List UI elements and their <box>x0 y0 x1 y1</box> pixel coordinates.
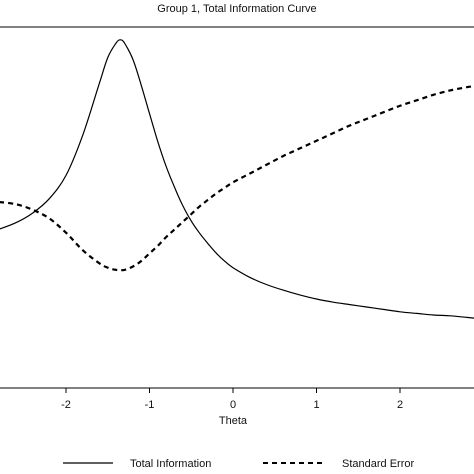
x-tick-label: 1 <box>313 399 319 411</box>
x-tick-label: -2 <box>61 399 71 411</box>
series-line-standard-error <box>0 85 474 272</box>
x-axis-label: Theta <box>219 415 248 427</box>
series-line-total-information <box>0 39 474 319</box>
x-tick-label: 0 <box>230 399 236 411</box>
chart-title: Group 1, Total Information Curve <box>157 3 316 15</box>
x-tick-label: -1 <box>145 399 155 411</box>
legend-label-total-information: Total Information <box>130 458 211 470</box>
legend-label-standard-error: Standard Error <box>342 458 414 470</box>
legend: Total Information Standard Error <box>63 458 414 470</box>
x-axis-ticks: -2 -1 0 1 2 <box>61 388 403 411</box>
x-tick-label: 2 <box>397 399 403 411</box>
series-layer <box>0 39 474 319</box>
